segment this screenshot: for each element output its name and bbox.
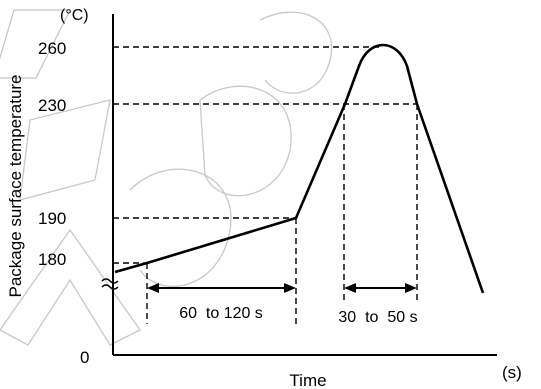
x-unit-label: (s) [502, 363, 522, 382]
y-tick-label: 190 [38, 209, 66, 228]
axis-break-icon [101, 278, 119, 290]
peak-duration-label: 30 to 50 s [338, 309, 417, 326]
guide-lines [113, 46, 418, 324]
temperature-profile-line [114, 43, 485, 294]
preheat-duration-label: 60 to 120 s [179, 305, 263, 322]
y-axis-title: Package surface temperature [6, 74, 25, 297]
y-tick-label: 230 [38, 96, 66, 115]
preheat-duration-arrow [147, 283, 296, 293]
peak-duration-arrow [344, 283, 417, 293]
y-tick-label: 180 [38, 250, 66, 269]
x-axis-title: Time [289, 371, 326, 389]
y-tick-label: 0 [80, 348, 89, 367]
y-unit-label: (°C) [60, 7, 89, 24]
y-tick-label: 260 [38, 39, 66, 58]
watermark [0, 9, 333, 346]
